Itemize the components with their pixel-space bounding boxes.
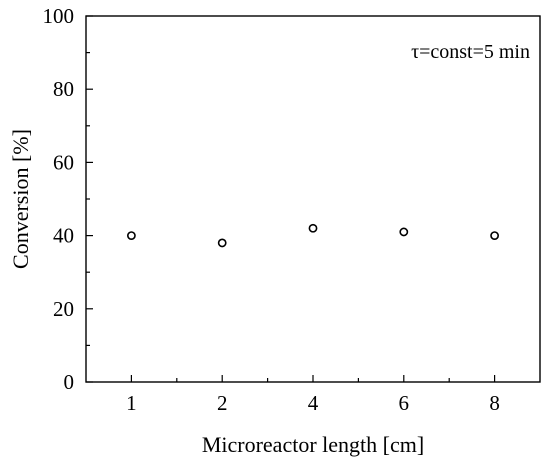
x-tick-label: 6 (399, 391, 410, 415)
y-tick-label: 0 (64, 370, 75, 394)
x-axis-ticks: 1 2 4 6 8 (126, 375, 500, 415)
data-point (399, 227, 409, 237)
y-tick-label: 40 (53, 224, 74, 248)
data-points (126, 223, 499, 248)
data-point (490, 231, 499, 240)
annotation-label: τ=const=5 min (411, 41, 530, 63)
y-axis-ticks: 0 20 40 60 80 100 (43, 4, 93, 394)
y-tick-label: 20 (53, 297, 74, 321)
data-point (308, 223, 318, 233)
y-tick-label: 80 (53, 77, 74, 101)
y-tick-label: 60 (53, 150, 74, 174)
y-tick-label: 100 (43, 4, 75, 28)
data-point (217, 238, 227, 248)
x-tick-label: 1 (126, 391, 137, 415)
plot-border (85, 15, 541, 383)
x-tick-label: 8 (489, 391, 500, 415)
plot-frame (85, 15, 541, 383)
data-point (126, 231, 136, 240)
x-tick-label: 2 (217, 391, 228, 415)
x-tick-label: 4 (308, 391, 319, 415)
y-axis-title: Conversion [%] (8, 129, 33, 269)
x-axis-title: Microreactor length [cm] (202, 432, 424, 457)
